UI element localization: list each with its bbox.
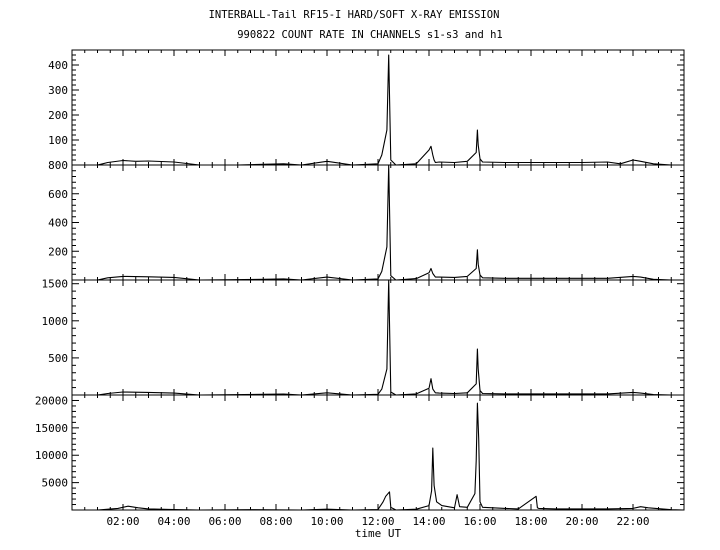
chart-title: INTERBALL-Tail RF15-I HARD/SOFT X-RAY EM… [208,9,500,21]
x-tick-label: 16:00 [463,515,496,528]
y-tick-label-h1: 5000 [42,477,69,490]
x-tick-label: 04:00 [157,515,190,528]
y-tick-label-s1: 400 [48,59,68,72]
y-tick-label-s3: 1000 [42,315,69,328]
x-axis-label: time UT [355,527,402,540]
y-tick-label-s1: 300 [48,84,68,97]
series-line-s1 [72,54,684,166]
panel-frame-s2 [71,164,685,281]
series-line-h1 [72,402,685,511]
y-tick-label-s3: 1500 [42,278,69,291]
x-tick-label: 22:00 [616,515,649,528]
y-tick-label-s2: 400 [48,217,68,230]
y-tick-label-h1: 10000 [35,449,68,462]
y-tick-label-s1: 100 [48,134,68,147]
y-tick-label-s3: 500 [48,352,68,365]
x-tick-label: 12:00 [361,515,394,528]
x-tick-label: 08:00 [259,515,292,528]
series-line-s3 [72,279,684,396]
x-tick-label: 14:00 [412,515,445,528]
panel-frame-h1 [71,394,685,511]
y-tick-label-s1: 200 [48,109,68,122]
chart-subtitle: 990822 COUNT RATE IN CHANNELS s1-s3 and … [237,29,503,41]
x-tick-label: 20:00 [565,515,598,528]
x-tick-label: 10:00 [310,515,343,528]
x-tick-label: 18:00 [514,515,547,528]
panel-frame-s3 [71,279,685,396]
x-tick-label: 06:00 [208,515,241,528]
y-tick-label-s2: 200 [48,245,68,258]
y-tick-label-h1: 15000 [35,422,68,435]
panel-frame-s1 [71,49,685,166]
y-tick-label-s2: 600 [48,188,68,201]
series-line-s2 [72,164,684,281]
y-tick-label-s2: 800 [48,159,68,172]
y-tick-label-h1: 20000 [35,394,68,407]
x-tick-label: 02:00 [106,515,139,528]
